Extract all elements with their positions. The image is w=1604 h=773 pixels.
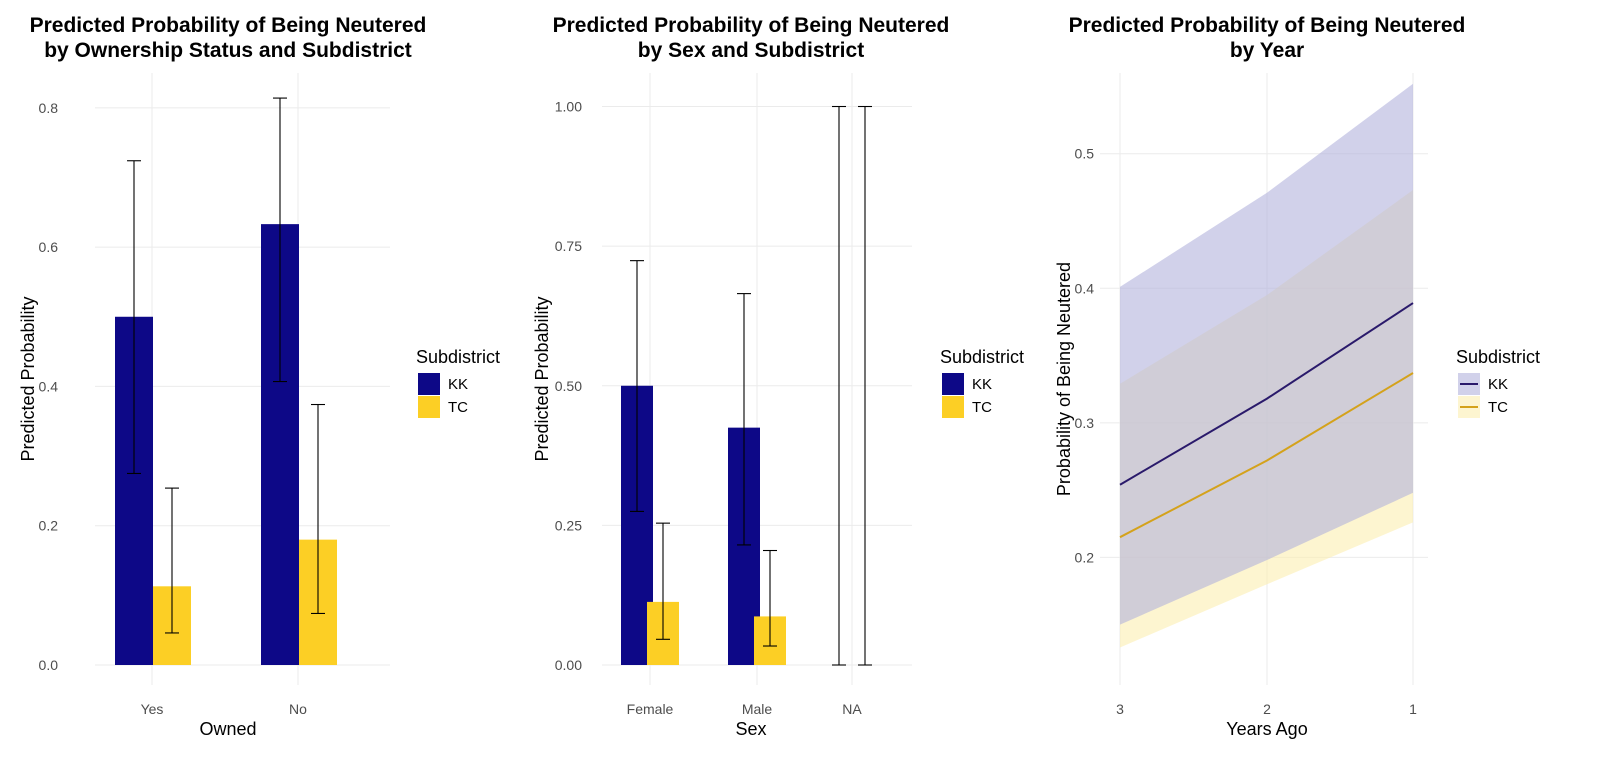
x-axis-label: Sex bbox=[735, 719, 766, 739]
chart-title-line2: by Year bbox=[1230, 39, 1304, 62]
legend-label: TC bbox=[972, 399, 992, 416]
x-axis-label: Years Ago bbox=[1226, 719, 1307, 739]
legend-key-kk bbox=[418, 373, 440, 395]
y-tick-label: 0.00 bbox=[555, 657, 582, 673]
y-tick-label: 0.75 bbox=[555, 238, 582, 254]
y-tick-label: 0.8 bbox=[39, 100, 59, 116]
y-tick-label: 0.2 bbox=[1075, 549, 1095, 565]
y-tick-label: 0.2 bbox=[39, 518, 59, 534]
x-axis-label: Owned bbox=[199, 719, 256, 739]
y-tick-label: 0.0 bbox=[39, 657, 59, 673]
line-kk bbox=[1119, 302, 1414, 486]
ribbon-kk bbox=[1120, 83, 1413, 625]
legend-label: TC bbox=[448, 399, 468, 416]
x-tick-label: Male bbox=[742, 701, 773, 717]
error-bar-kk bbox=[273, 97, 287, 383]
legend-key-tc bbox=[418, 396, 440, 418]
y-tick-label: 0.4 bbox=[39, 378, 59, 394]
error-bar-tc bbox=[165, 487, 179, 634]
x-tick-label: Female bbox=[627, 701, 674, 717]
y-axis-label: Predicted Probability bbox=[18, 296, 38, 461]
y-tick-label: 0.50 bbox=[555, 378, 582, 394]
x-tick-label: NA bbox=[842, 701, 862, 717]
legend-title: Subdistrict bbox=[940, 347, 1024, 367]
y-tick-label: 0.25 bbox=[555, 517, 582, 533]
error-bar-kk bbox=[832, 105, 846, 666]
error-bar-tc bbox=[311, 403, 325, 615]
legend-title: Subdistrict bbox=[1456, 347, 1540, 367]
chart-title-line2: by Ownership Status and Subdistrict bbox=[44, 39, 412, 62]
legend-title: Subdistrict bbox=[416, 347, 500, 367]
error-bar-kk bbox=[127, 160, 141, 475]
error-bar-tc bbox=[858, 105, 872, 666]
error-bar-tc bbox=[656, 522, 670, 640]
line-tc bbox=[1119, 372, 1414, 539]
chart-title-line1: Predicted Probability of Being Neutered bbox=[30, 14, 427, 37]
y-tick-label: 0.3 bbox=[1075, 415, 1095, 431]
error-bar-kk bbox=[737, 293, 751, 546]
y-tick-label: 0.6 bbox=[39, 239, 59, 255]
legend-label: TC bbox=[1488, 399, 1508, 416]
legend-key-tc bbox=[942, 396, 964, 418]
x-tick-label: 1 bbox=[1409, 701, 1417, 717]
y-tick-label: 0.5 bbox=[1075, 146, 1095, 162]
y-tick-label: 1.00 bbox=[555, 99, 582, 115]
y-axis-label: Predicted Probability bbox=[532, 296, 552, 461]
legend-label: KK bbox=[1488, 376, 1508, 393]
y-axis-label: Probability of Being Neutered bbox=[1054, 262, 1074, 496]
error-bar-kk bbox=[630, 260, 644, 512]
legend-label: KK bbox=[448, 376, 468, 393]
x-tick-label: No bbox=[289, 701, 307, 717]
x-tick-label: 3 bbox=[1116, 701, 1124, 717]
chart-title-line1: Predicted Probability of Being Neutered bbox=[553, 14, 950, 37]
legend-label: KK bbox=[972, 376, 992, 393]
chart-title-line1: Predicted Probability of Being Neutered bbox=[1069, 14, 1466, 37]
y-tick-label: 0.4 bbox=[1075, 280, 1095, 296]
error-bar-tc bbox=[763, 549, 777, 647]
legend-key-kk bbox=[942, 373, 964, 395]
chart-title-line2: by Sex and Subdistrict bbox=[638, 39, 864, 62]
x-tick-label: Yes bbox=[141, 701, 164, 717]
x-tick-label: 2 bbox=[1263, 701, 1271, 717]
